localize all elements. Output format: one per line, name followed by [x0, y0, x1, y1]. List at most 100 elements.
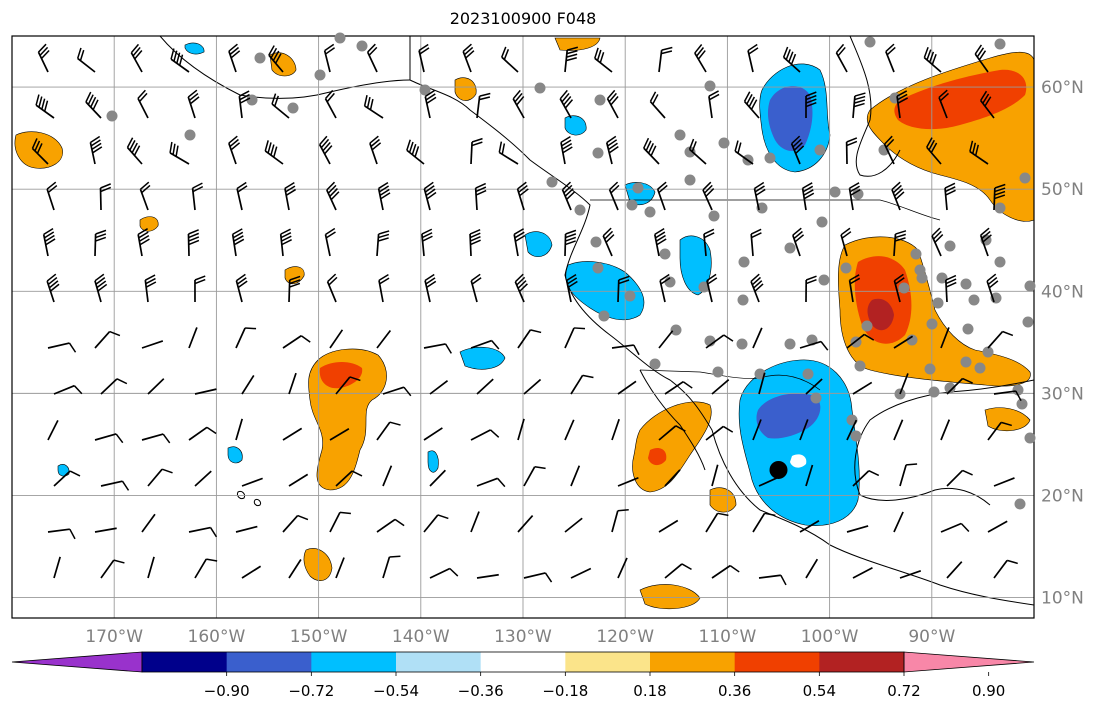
negative-anomaly-region [427, 450, 439, 473]
wind-barb-icon [750, 273, 764, 303]
wind-barb-icon [835, 43, 848, 73]
wind-barb-icon [946, 561, 963, 579]
colorbar-tick-label: 0.90 [972, 682, 1005, 700]
wind-barb-icon [611, 344, 640, 356]
hudson-bay-coastline [849, 36, 901, 177]
longitude-label: 150°W [290, 627, 348, 647]
wind-barbs [31, 43, 1022, 586]
wind-barb-icon [705, 512, 729, 533]
station-dot-icon [574, 204, 586, 216]
station-dot-icon [1012, 384, 1024, 396]
wind-barb-icon [424, 273, 437, 303]
wind-barb-icon [282, 335, 311, 349]
wind-barb-icon [517, 329, 542, 349]
latitude-label: 50°N [1041, 180, 1084, 200]
wind-barb-icon [564, 327, 586, 349]
wind-barb-icon [523, 572, 553, 583]
station-dot-icon [356, 40, 368, 52]
wind-barb-icon [799, 419, 809, 441]
wind-barb-icon [594, 47, 613, 73]
wind-barb-icon [688, 138, 707, 165]
wind-barb-icon [799, 340, 829, 351]
wind-barb-icon [617, 275, 630, 303]
wind-barb-icon [852, 381, 873, 395]
wind-barb-icon [382, 555, 401, 579]
wind-barb-icon [228, 43, 241, 73]
latitude-label: 40°N [1041, 282, 1084, 302]
station-dot-icon [936, 272, 948, 284]
station-dot-icon [784, 242, 796, 254]
station-dot-icon [861, 320, 873, 332]
wind-barb-icon [421, 228, 433, 257]
station-dot-icon [698, 281, 710, 293]
wind-barb-icon [658, 425, 686, 441]
station-dot-icon [737, 294, 749, 306]
wind-barb-icon [423, 181, 437, 211]
wind-barb-icon [658, 519, 679, 533]
station-dot-icon [924, 363, 936, 375]
wind-barb-icon [147, 378, 165, 395]
wind-barb-icon [617, 380, 637, 395]
wind-barb-icon [324, 89, 337, 119]
wind-barb-icon [758, 574, 787, 586]
wind-barb-icon [47, 419, 59, 441]
wind-barb-icon [711, 464, 719, 487]
longitude-label: 140°W [392, 627, 450, 647]
wind-barb-icon [141, 433, 171, 444]
wind-barb-icon [852, 470, 880, 487]
longitude-label: 170°W [85, 627, 143, 647]
wind-barb-icon [329, 511, 351, 533]
wind-barb-icon [845, 137, 858, 165]
station-dot-icon [916, 272, 928, 284]
wind-barb-icon [470, 137, 483, 165]
wind-barb-icon [147, 468, 173, 487]
station-dot-icon [756, 202, 768, 214]
baja-coastline [639, 369, 706, 471]
wind-barb-icon [923, 47, 942, 73]
colorbar-segment [142, 652, 228, 672]
station-dot-icon [334, 32, 346, 44]
wind-barb-icon [705, 425, 734, 441]
wind-barb-icon [846, 419, 858, 441]
wind-barb-icon [377, 181, 391, 211]
wind-barb-icon [187, 89, 200, 119]
colorbar-tick-label: 0.72 [887, 682, 920, 700]
wind-barb-icon [271, 93, 290, 119]
station-dot-icon [994, 202, 1006, 214]
wind-barb-icon [993, 477, 1015, 487]
wind-barb-icon [564, 46, 579, 73]
negative-anomaly-region [564, 115, 587, 136]
wind-barb-icon [840, 227, 852, 257]
wind-barb-icon [228, 135, 241, 165]
station-dot-icon [982, 346, 994, 358]
wind-barb-icon [406, 139, 425, 165]
wind-barb-icon [326, 181, 340, 211]
station-dot-icon [287, 102, 299, 114]
wind-barb-icon [987, 330, 1014, 349]
wind-barb-icon [758, 372, 766, 395]
wind-barb-icon [987, 421, 1012, 441]
station-dot-icon [718, 137, 730, 149]
wind-barb-icon [734, 140, 754, 165]
wind-barb-icon [559, 89, 574, 119]
positive-anomaly-region [454, 77, 477, 101]
wind-barb-icon [564, 229, 577, 257]
target-location-marker [769, 460, 788, 479]
station-dot-icon [818, 274, 830, 286]
wind-barb-icon [288, 559, 302, 579]
station-dot-icon [816, 216, 828, 228]
wind-barb-icon [659, 273, 671, 303]
wind-barb-icon [711, 564, 740, 579]
wind-barb-icon [282, 514, 309, 533]
station-dot-icon [994, 38, 1006, 50]
wind-barb-icon [130, 43, 143, 73]
wind-barb-icon [708, 90, 720, 119]
map-title: 2023100900 F048 [449, 9, 597, 28]
station-dot-icon [1024, 280, 1036, 292]
wind-barb-icon [94, 330, 121, 349]
wind-barb-icon [241, 477, 263, 487]
station-dot-icon [974, 362, 986, 374]
wind-barb-icon [938, 89, 950, 119]
negative-anomaly-region [679, 235, 712, 296]
